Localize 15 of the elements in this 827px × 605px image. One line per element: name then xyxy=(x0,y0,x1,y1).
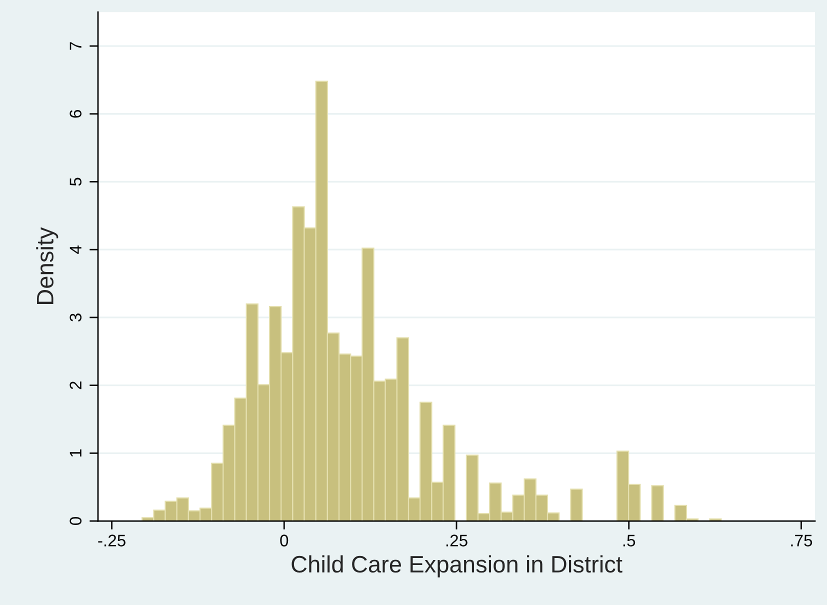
x-axis-title: Child Care Expansion in District xyxy=(292,555,622,578)
x-tick-label: .5 xyxy=(623,534,636,546)
x-tick-label: 0 xyxy=(280,534,288,546)
y-tick-label: 4 xyxy=(70,245,82,254)
y-tick-label: 6 xyxy=(70,110,82,118)
y-tick-label: 2 xyxy=(70,382,82,390)
x-tick-label: .25 xyxy=(446,534,468,546)
x-tick-label: -.25 xyxy=(98,534,126,546)
x-tick-label: .75 xyxy=(791,534,812,546)
y-axis-title: Density xyxy=(36,227,58,304)
y-tick-label: 0 xyxy=(70,517,82,526)
y-tick-label: 7 xyxy=(70,42,82,50)
y-tick-label: 1 xyxy=(70,449,82,457)
y-tick-label: 5 xyxy=(70,178,82,186)
y-tick-label: 3 xyxy=(70,314,82,322)
